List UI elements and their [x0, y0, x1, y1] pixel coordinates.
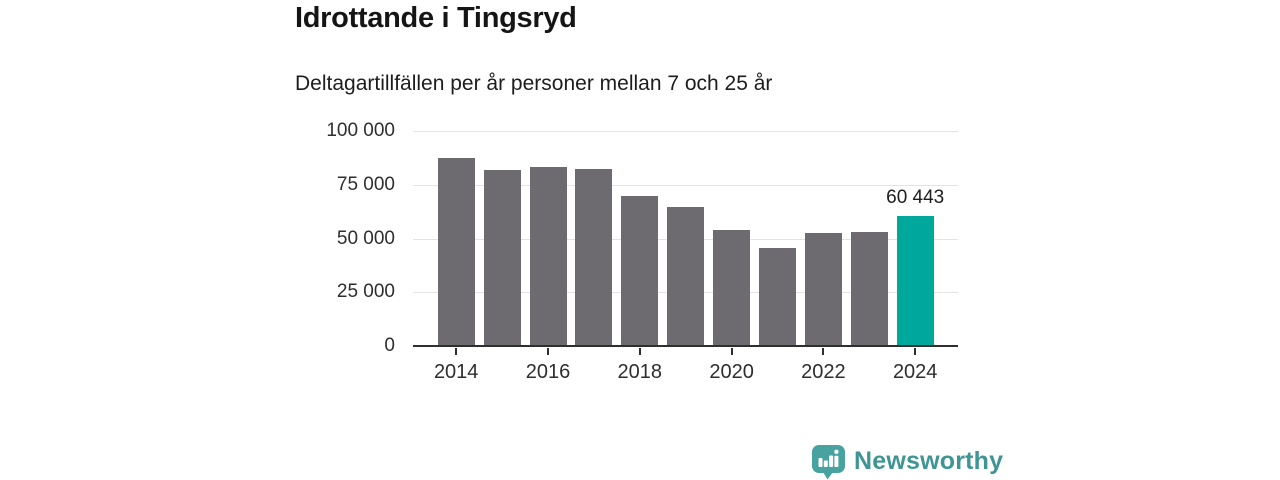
bar-2017	[575, 169, 613, 346]
x-tick-label-2018: 2018	[617, 361, 663, 383]
bar-2024	[896, 216, 934, 346]
bar-2016	[529, 167, 567, 346]
x-tick-2014	[455, 348, 458, 355]
x-tick-label-2014: 2014	[433, 361, 479, 383]
x-tick-2020	[730, 348, 733, 355]
bar-2020	[713, 229, 751, 346]
newsworthy-chart-bubble-icon	[810, 443, 847, 480]
chart-subtitle: Deltagartillfällen per år personer mella…	[295, 72, 773, 95]
x-axis-line	[413, 344, 958, 347]
gridline-75000	[413, 184, 958, 186]
value-label: 60 443	[886, 187, 945, 209]
y-tick-label: 25 000	[336, 281, 395, 303]
chart-title: Idrottande i Tingsryd	[295, 2, 577, 34]
x-tick-2024	[914, 348, 917, 355]
bar-2021	[759, 247, 796, 346]
x-tick-2016	[547, 348, 549, 355]
y-tick-label: 50 000	[336, 227, 395, 249]
y-tick-label: 0	[384, 335, 395, 356]
x-tick-label-2016: 2016	[525, 361, 571, 383]
x-tick-label-2022: 2022	[801, 361, 846, 383]
bar-2015	[483, 170, 521, 346]
gridline-100000	[413, 131, 958, 132]
bar-chart-plot: 100 000 75 000 50 000 25 000 0 2014 2016 2018 20…	[326, 120, 958, 383]
bar-2022	[804, 233, 842, 346]
x-tick-2022	[822, 348, 825, 355]
newsworthy-logo-text: Newsworthy	[854, 447, 1004, 475]
bar-2014	[437, 157, 475, 346]
y-tick-label: 75 000	[336, 173, 395, 195]
x-tick-label-2020: 2020	[709, 361, 754, 383]
y-tick-label: 100 000	[326, 120, 395, 141]
x-tick-2018	[638, 348, 641, 355]
bar-2018	[621, 195, 659, 346]
bar-2023	[850, 232, 888, 346]
bar-2019	[667, 206, 705, 346]
x-tick-label-2024: 2024	[892, 361, 938, 383]
newsworthy-logo[interactable]: Newsworthy	[810, 443, 1003, 480]
